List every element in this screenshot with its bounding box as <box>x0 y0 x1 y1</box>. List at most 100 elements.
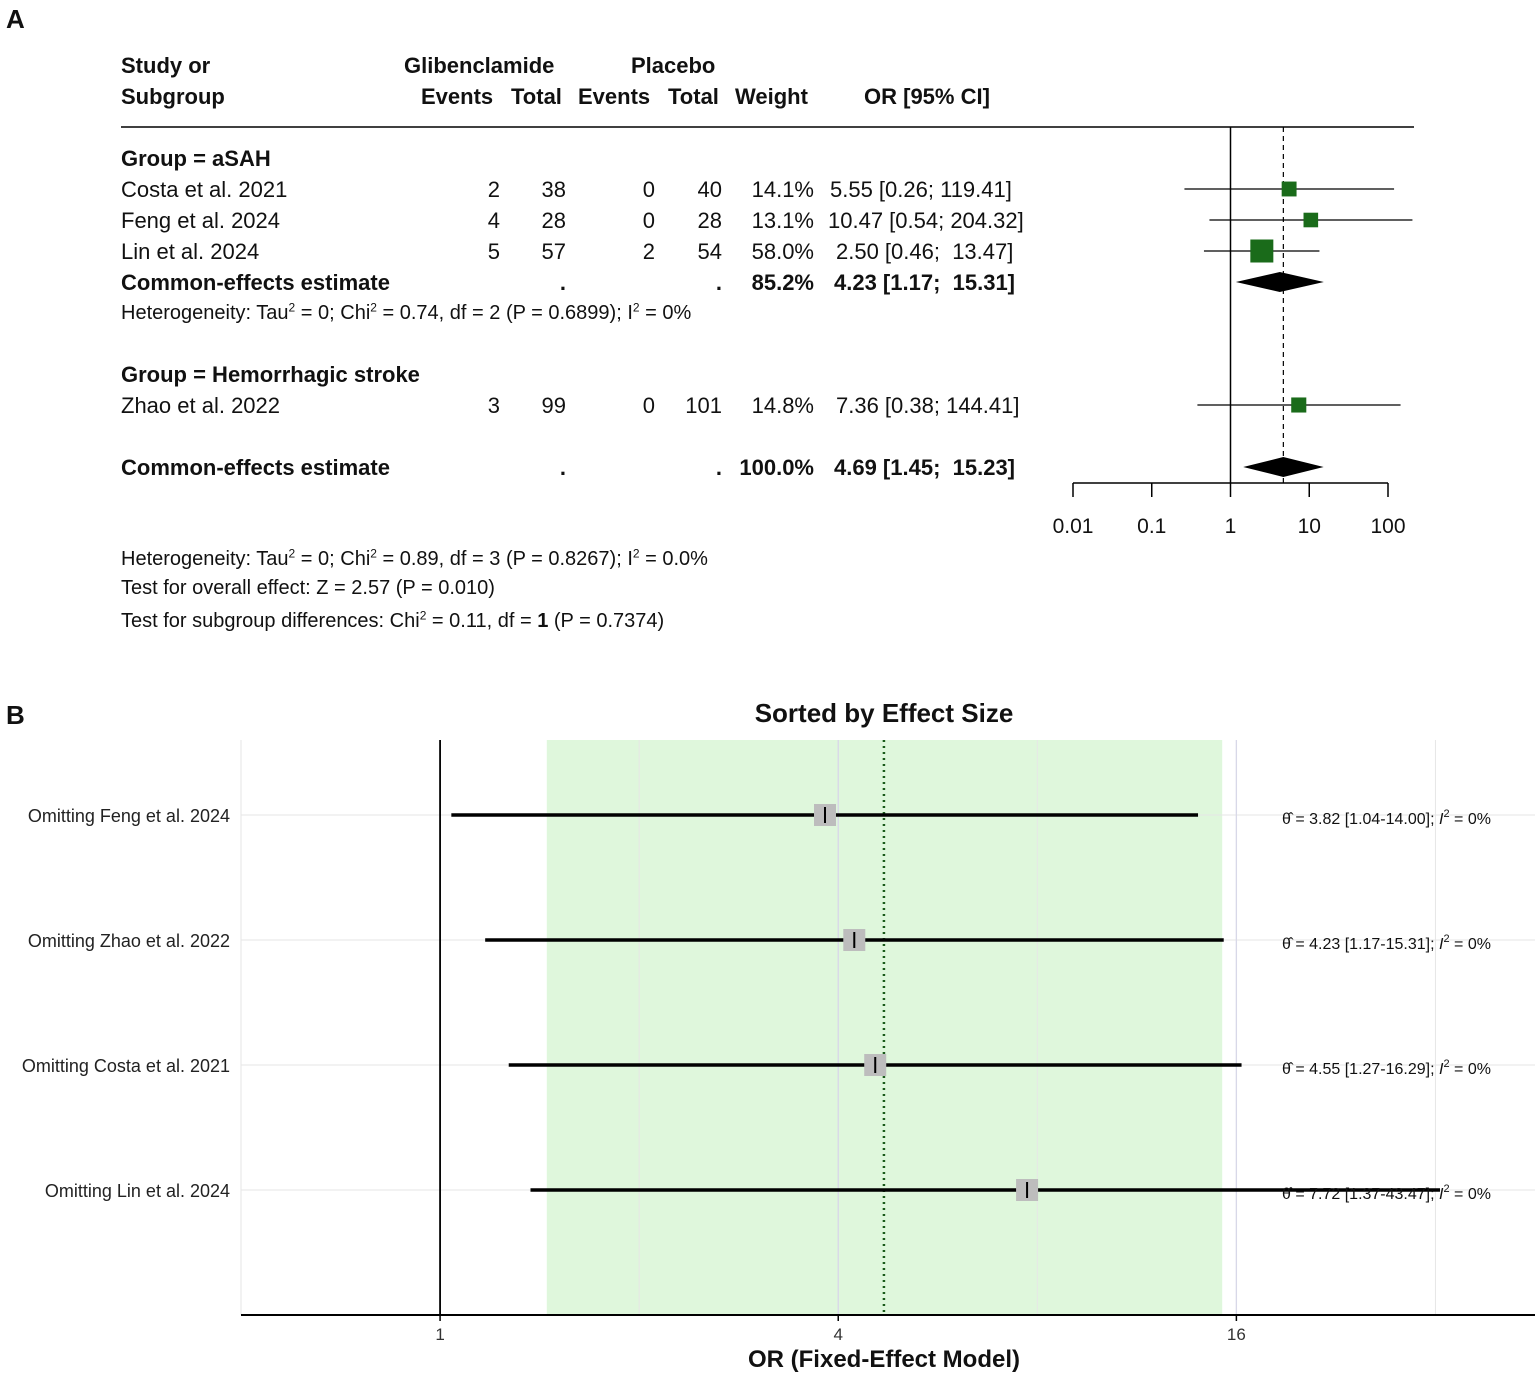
theta-symbol: θ̂ <box>1282 811 1295 828</box>
loo-row-estimate: θ̂ = 7.72 [1.37-43.47]; I2 = 0% <box>1282 1183 1491 1203</box>
study-weight: 58.0% <box>751 239 814 264</box>
estimate-text: = 4.55 [1.27-16.29]; <box>1295 1061 1439 1078</box>
i2-superscript: 2 <box>1443 808 1449 820</box>
header-total-treatment: Total <box>511 84 562 109</box>
group-title-hemorrhagic: Group = Hemorrhagic stroke <box>121 362 420 387</box>
study-weight: 14.1% <box>751 177 814 202</box>
x-axis-tick-label: 100 <box>1370 515 1405 538</box>
loo-row-label: Omitting Costa et al. 2021 <box>22 1056 230 1076</box>
total-control: 28 <box>697 208 722 233</box>
plot-b-xlabel: OR (Fixed-Effect Model) <box>747 1346 1020 1373</box>
panel-b-label: B <box>6 700 25 730</box>
header-or-ci: OR [95% CI] <box>864 84 990 109</box>
header-treatment: Glibenclamide <box>404 53 555 78</box>
summary-dot-treatment: . <box>559 270 566 295</box>
study-weight: 13.1% <box>751 208 814 233</box>
total-treatment: 99 <box>541 393 566 418</box>
events-treatment: 2 <box>487 177 500 202</box>
events-control: 2 <box>642 239 655 264</box>
pooled-diamond <box>1235 272 1324 292</box>
loo-row-estimate: θ̂ = 4.55 [1.27-16.29]; I2 = 0% <box>1282 1058 1491 1078</box>
header-events-treatment: Events <box>421 84 494 109</box>
i2-value: = 0% <box>1450 1186 1491 1203</box>
estimate-text: = 4.23 [1.17-15.31]; <box>1295 936 1439 953</box>
summary-dot-control: . <box>715 270 722 295</box>
study-name: Zhao et al. 2022 <box>121 393 281 418</box>
i2-superscript: 2 <box>1443 1058 1449 1070</box>
panel-a-label: A <box>6 4 25 34</box>
study-or-ci: 5.55 [0.26; 119.41] <box>830 177 1012 202</box>
x-axis-tick-label: 10 <box>1298 515 1321 538</box>
study-or-ci: 10.47 [0.54; 204.32] <box>828 208 1024 233</box>
i2-superscript: 2 <box>1443 933 1449 945</box>
x-axis-tick-label: 4 <box>833 1325 842 1344</box>
theta-symbol: θ̂ <box>1282 1061 1295 1078</box>
i2-symbol: I <box>1439 936 1444 953</box>
confidence-band <box>546 740 1223 1315</box>
study-weight-box <box>1281 181 1297 197</box>
overall-effect-test: Test for overall effect: Z = 2.57 (P = 0… <box>121 577 495 599</box>
study-weight: 14.8% <box>751 393 814 418</box>
i2-symbol: I <box>1439 1186 1444 1203</box>
loo-point <box>843 929 866 951</box>
overall-summary-label: Common-effects estimate <box>121 455 390 480</box>
events-treatment: 5 <box>487 239 500 264</box>
header-total-control: Total <box>668 84 719 109</box>
x-axis-tick-label: 0.1 <box>1137 515 1166 538</box>
study-name: Costa et al. 2021 <box>121 177 288 202</box>
events-treatment: 3 <box>487 393 500 418</box>
total-treatment: 28 <box>541 208 566 233</box>
summary-weight: 85.2% <box>751 270 814 295</box>
header-weight: Weight <box>735 84 808 109</box>
header-control: Placebo <box>631 53 716 78</box>
theta-symbol: θ̂ <box>1282 936 1295 953</box>
overall-or-ci: 4.69 [1.45; 15.23] <box>834 455 1016 480</box>
header-study: Study or <box>121 53 211 78</box>
leave-one-out-marks: Omitting Feng et al. 2024 θ̂ = 3.82 [1.04… <box>22 740 1535 1344</box>
x-axis-tick-label: 0.01 <box>1053 515 1094 538</box>
study-or-ci: 2.50 [0.46; 13.47] <box>836 239 1014 264</box>
header-events-control: Events <box>578 84 651 109</box>
x-axis-tick-label: 16 <box>1227 1325 1246 1344</box>
x-axis-tick-label: 1 <box>435 1325 444 1344</box>
loo-point <box>864 1054 887 1076</box>
total-treatment: 38 <box>541 177 566 202</box>
study-weight-box <box>1303 212 1319 228</box>
i2-value: = 0% <box>1450 936 1491 953</box>
events-treatment: 4 <box>487 208 500 233</box>
study-or-ci: 7.36 [0.38; 144.41] <box>836 393 1020 418</box>
loo-point <box>814 804 837 826</box>
loo-row-estimate: θ̂ = 3.82 [1.04-14.00]; I2 = 0% <box>1282 808 1491 828</box>
estimate-text: = 3.82 [1.04-14.00]; <box>1295 811 1439 828</box>
total-control: 54 <box>697 239 722 264</box>
i2-superscript: 2 <box>1443 1183 1449 1195</box>
overall-weight: 100.0% <box>739 455 814 480</box>
loo-point <box>1016 1179 1039 1201</box>
forest-plot-a-marks: 0.01 0.1 1 10 100 <box>1053 127 1413 538</box>
loo-row-label: Omitting Zhao et al. 2022 <box>28 931 230 951</box>
study-name: Feng et al. 2024 <box>121 208 281 233</box>
subgroup-difference-test: Test for subgroup differences: Chi2 = 0.… <box>121 608 665 632</box>
i2-symbol: I <box>1439 811 1444 828</box>
study-weight-box <box>1250 239 1274 263</box>
events-control: 0 <box>642 208 655 233</box>
total-control: 40 <box>697 177 722 202</box>
loo-row-label: Omitting Lin et al. 2024 <box>45 1181 230 1201</box>
subgroup-summary-label: Common-effects estimate <box>121 270 390 295</box>
events-control: 0 <box>642 393 655 418</box>
plot-b-title: Sorted by Effect Size <box>754 698 1014 728</box>
estimate-text: = 7.72 [1.37-43.47]; <box>1295 1186 1439 1203</box>
loo-row-estimate: θ̂ = 4.23 [1.17-15.31]; I2 = 0% <box>1282 933 1491 953</box>
forest-plot-a: 0.01 0.1 1 10 100 <box>121 126 1414 538</box>
pooled-diamond <box>1243 457 1324 477</box>
i2-symbol: I <box>1439 1061 1444 1078</box>
overall-dot-treatment: . <box>559 455 566 480</box>
theta-symbol: θ̂ <box>1282 1186 1295 1203</box>
overall-dot-control: . <box>715 455 722 480</box>
i2-value: = 0% <box>1450 811 1491 828</box>
header-subgroup: Subgroup <box>121 84 225 109</box>
i2-value: = 0% <box>1450 1061 1491 1078</box>
study-name: Lin et al. 2024 <box>121 239 260 264</box>
events-control: 0 <box>642 177 655 202</box>
study-weight-box <box>1291 397 1307 413</box>
